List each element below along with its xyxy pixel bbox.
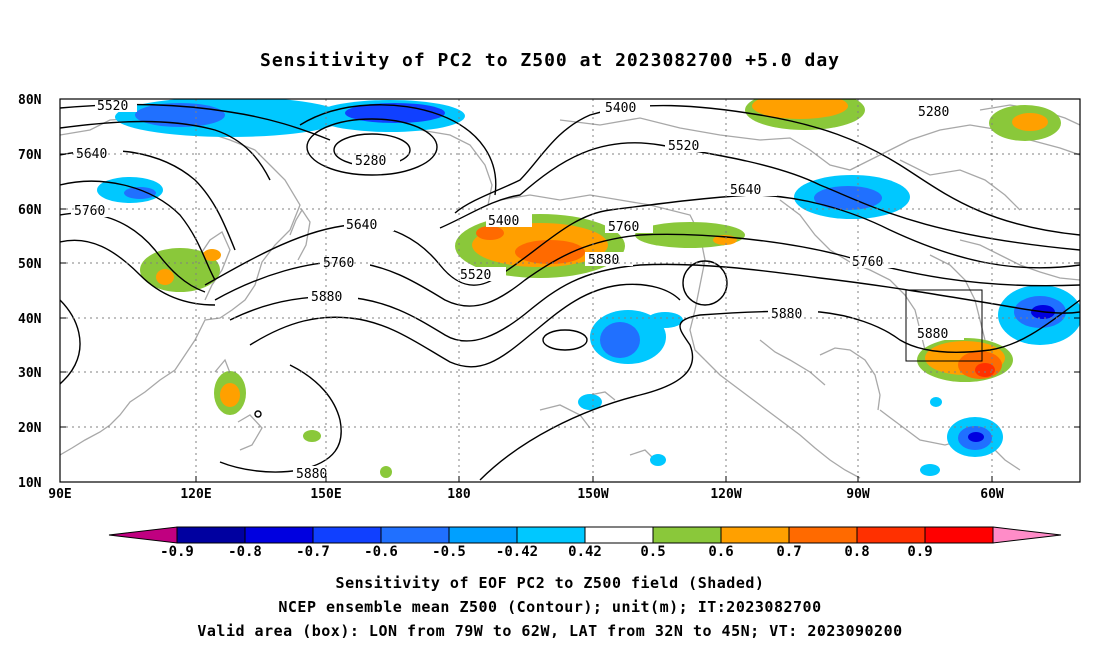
pos-region bbox=[380, 466, 392, 478]
lon-label: 90E bbox=[48, 487, 71, 502]
lon-label: 120W bbox=[710, 487, 741, 502]
lon-label: 180 bbox=[447, 487, 471, 502]
neg-region bbox=[920, 464, 940, 476]
contour-label: 5880 bbox=[296, 467, 327, 482]
longitude-labels: 90E 120E 150E 180 150W 120W 90W 60W bbox=[48, 487, 1004, 502]
lat-label: 20N bbox=[18, 421, 42, 436]
gridlines bbox=[60, 99, 1080, 482]
contour-label: 5520 bbox=[97, 99, 128, 114]
colorbar-label: -0.42 bbox=[496, 544, 538, 560]
colorbar-segment bbox=[584, 526, 654, 544]
pos-region bbox=[303, 430, 321, 442]
colorbar-segment bbox=[720, 526, 790, 544]
neg-region bbox=[968, 432, 984, 442]
lat-label: 10N bbox=[18, 476, 42, 491]
latitude-labels: 80N 70N 60N 50N 40N 30N 20N 10N bbox=[18, 93, 42, 491]
colorbar-segment bbox=[312, 526, 382, 544]
neg-region bbox=[647, 312, 683, 328]
contour-label: 5280 bbox=[918, 105, 949, 120]
lon-label: 60W bbox=[980, 487, 1004, 502]
neg-region bbox=[124, 187, 156, 199]
contour-label: 5400 bbox=[605, 101, 636, 116]
colorbar-segment bbox=[788, 526, 858, 544]
colorbar-segment bbox=[924, 526, 994, 544]
colorbar bbox=[108, 526, 1062, 544]
lon-label: 150W bbox=[577, 487, 608, 502]
pos-region bbox=[515, 240, 585, 264]
colorbar-label: 0.5 bbox=[640, 544, 665, 560]
contour-label: 5760 bbox=[608, 220, 639, 235]
colorbar-label: 0.42 bbox=[568, 544, 602, 560]
colorbar-label: 0.8 bbox=[844, 544, 869, 560]
colorbar-end-high bbox=[992, 526, 1062, 544]
pos-region bbox=[220, 383, 240, 407]
colorbar-label: 0.7 bbox=[776, 544, 801, 560]
colorbar-end-low bbox=[108, 526, 178, 544]
contour-label: 5520 bbox=[460, 268, 491, 283]
colorbar-label: -0.8 bbox=[228, 544, 262, 560]
contour-label: 5640 bbox=[346, 218, 377, 233]
pos-region bbox=[156, 269, 174, 285]
pos-region bbox=[975, 363, 995, 377]
contour-label: 5760 bbox=[323, 256, 354, 271]
caption-line-3: Valid area (box): LON from 79W to 62W, L… bbox=[197, 622, 903, 640]
colorbar-segment bbox=[380, 526, 450, 544]
contour-labels: 5520 5400 5280 5280 5640 5520 5760 5640 … bbox=[71, 98, 965, 482]
lat-label: 30N bbox=[18, 366, 42, 381]
neg-region bbox=[578, 394, 602, 410]
lon-label: 90W bbox=[846, 487, 870, 502]
colorbar-label: 0.6 bbox=[708, 544, 733, 560]
caption-line-1: Sensitivity of EOF PC2 to Z500 field (Sh… bbox=[335, 574, 765, 592]
contour-label: 5880 bbox=[771, 307, 802, 322]
pos-region bbox=[752, 99, 848, 119]
contour-label: 5640 bbox=[730, 183, 761, 198]
colorbar-segment bbox=[176, 526, 246, 544]
contour-label: 5400 bbox=[488, 214, 519, 229]
colorbar-segment bbox=[244, 526, 314, 544]
contour-label: 5520 bbox=[668, 139, 699, 154]
colorbar-segment bbox=[448, 526, 518, 544]
colorbar-segment bbox=[856, 526, 926, 544]
contour-label: 5880 bbox=[311, 290, 342, 305]
valid-area-box bbox=[905, 289, 983, 362]
neg-region bbox=[345, 103, 445, 123]
contour-label: 5760 bbox=[74, 204, 105, 219]
colorbar-label: -0.7 bbox=[296, 544, 330, 560]
axis-ticks bbox=[60, 98, 1080, 483]
lat-label: 40N bbox=[18, 312, 42, 327]
neg-region bbox=[650, 454, 666, 466]
colorbar-label: -0.6 bbox=[364, 544, 398, 560]
caption-line-2: NCEP ensemble mean Z500 (Contour); unit(… bbox=[278, 598, 822, 616]
lat-label: 80N bbox=[18, 93, 42, 108]
colorbar-labels: -0.9 -0.8 -0.7 -0.6 -0.5 -0.42 0.42 0.5 … bbox=[160, 544, 933, 560]
neg-region bbox=[600, 322, 640, 358]
contour-label: 5880 bbox=[588, 253, 619, 268]
colorbar-segment bbox=[516, 526, 586, 544]
lon-label: 150E bbox=[310, 487, 341, 502]
lat-label: 50N bbox=[18, 257, 42, 272]
pos-region bbox=[203, 249, 221, 261]
plot-frame bbox=[59, 98, 1081, 483]
neg-region bbox=[930, 397, 942, 407]
figure-title: Sensitivity of PC2 to Z500 at 2023082700… bbox=[259, 50, 840, 71]
neg-region bbox=[135, 103, 225, 127]
contour-label: 5880 bbox=[917, 327, 948, 342]
contour-label: 5760 bbox=[852, 255, 883, 270]
colorbar-label: -0.9 bbox=[160, 544, 194, 560]
lat-label: 60N bbox=[18, 203, 42, 218]
pos-region bbox=[476, 226, 504, 240]
contour-label: 5280 bbox=[355, 154, 386, 169]
pos-region bbox=[1012, 113, 1048, 131]
colorbar-label: -0.5 bbox=[432, 544, 466, 560]
colorbar-segment bbox=[652, 526, 722, 544]
colorbar-label: 0.9 bbox=[907, 544, 932, 560]
lon-label: 120E bbox=[180, 487, 211, 502]
lat-label: 70N bbox=[18, 148, 42, 163]
